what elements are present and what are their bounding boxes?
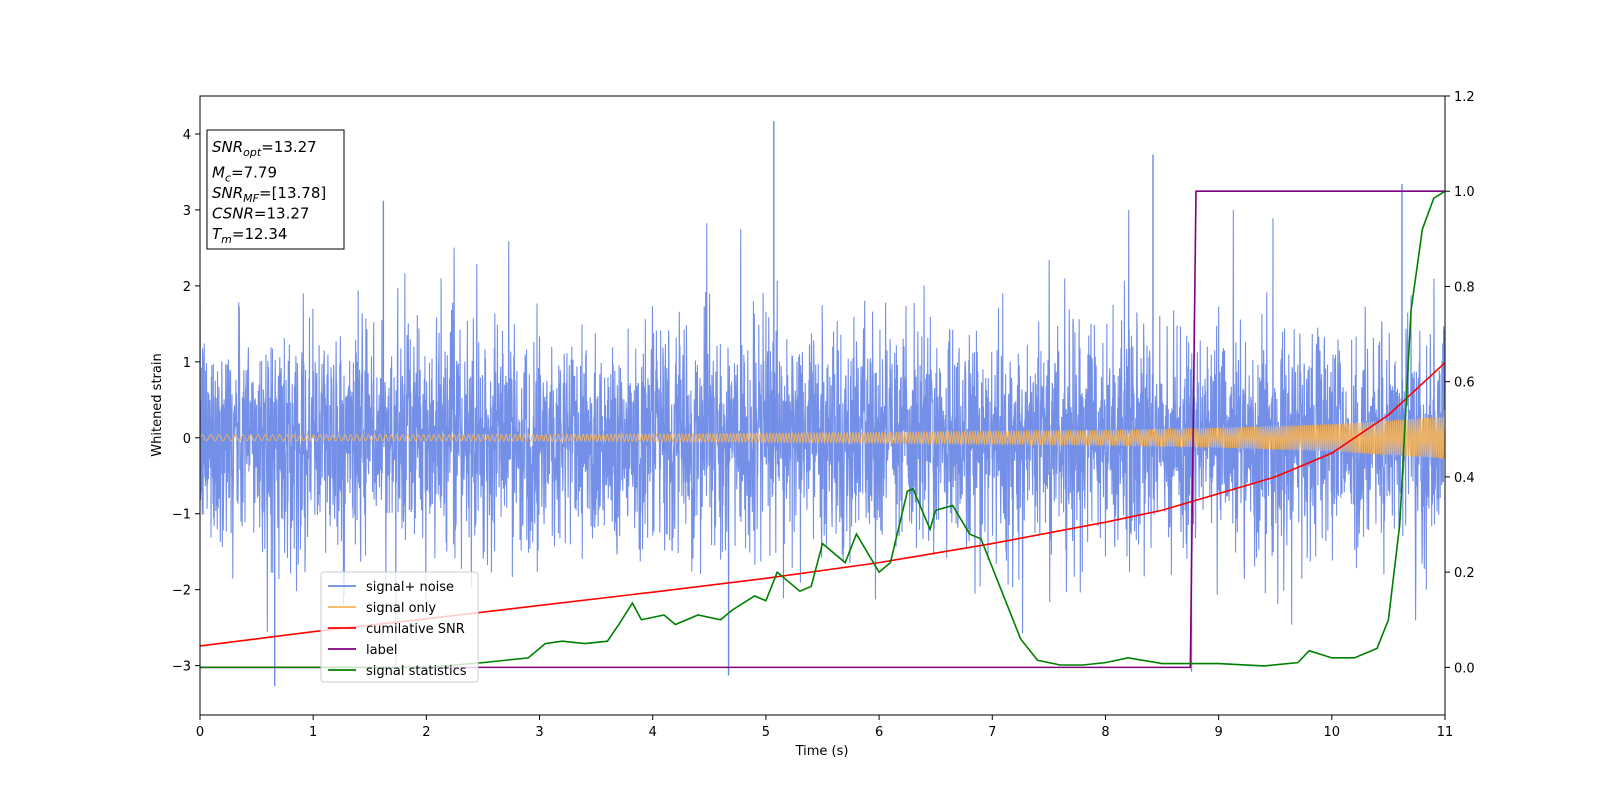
x-tick-label: 8 <box>1101 725 1109 740</box>
x-tick-label: 0 <box>196 725 204 740</box>
info-sub: opt <box>243 146 262 159</box>
x-tick-label: 4 <box>649 725 657 740</box>
info-var: SNR <box>212 184 243 202</box>
legend-frame <box>320 571 479 683</box>
info-box-line: SNRMF=[13.78] <box>212 184 326 205</box>
info-var: T <box>212 225 223 243</box>
info-value: =12.34 <box>232 225 288 243</box>
x-tick-label: 11 <box>1437 725 1454 740</box>
y-axis-left: 4 3 2 1 0 −1 −2 −3 <box>172 128 200 675</box>
y-tick-label: −1 <box>172 508 191 523</box>
legend-label: label <box>366 643 397 658</box>
y2-tick-label: 0.4 <box>1454 471 1475 486</box>
series-signal-noise-line <box>200 209 1445 666</box>
y-tick-label: 2 <box>183 280 191 295</box>
y2-tick-label: 0.8 <box>1454 280 1475 295</box>
x-tick-label: 6 <box>875 725 883 740</box>
plot-frame <box>199 95 1446 716</box>
x-tick-label: 9 <box>1214 725 1222 740</box>
info-value: =13.27 <box>254 205 310 223</box>
info-value: =[13.78] <box>259 184 326 202</box>
legend-label: cumilative SNR <box>366 622 465 637</box>
legend-label: signal statistics <box>366 664 467 679</box>
info-box-frame <box>206 129 345 250</box>
x-tick-label: 10 <box>1324 725 1341 740</box>
y2-tick-label: 0.0 <box>1454 661 1475 676</box>
x-axis-label: Time (s) <box>795 744 849 759</box>
y-tick-label: −3 <box>172 660 191 675</box>
y-axis-right: 1.2 1.0 0.8 0.6 0.4 0.2 0.0 <box>1445 90 1475 676</box>
x-tick-label: 7 <box>988 725 996 740</box>
x-tick-label: 2 <box>422 725 430 740</box>
info-var: CSNR <box>212 205 254 223</box>
legend-label: signal only <box>366 601 436 616</box>
info-box-line: SNRopt=13.27 <box>212 138 317 159</box>
y-tick-label: 3 <box>183 204 191 219</box>
info-var: SNR <box>212 138 243 156</box>
y-tick-label: 0 <box>183 432 191 447</box>
x-tick-label: 5 <box>762 725 770 740</box>
info-sub: MF <box>243 192 259 205</box>
info-box-line: CSNR=13.27 <box>212 205 309 223</box>
legend-label: signal+ noise <box>366 580 454 595</box>
x-tick-label: 1 <box>309 725 317 740</box>
info-box-line: Tm=12.34 <box>212 225 287 246</box>
x-axis: 0 1 2 3 4 5 6 7 8 9 10 11 <box>196 715 1453 740</box>
info-box-line: Mc=7.79 <box>212 164 277 185</box>
info-sub: c <box>225 172 231 185</box>
y-axis-label: Whitened strain <box>150 353 165 456</box>
info-value: =7.79 <box>231 164 277 182</box>
info-sub: m <box>221 233 232 246</box>
y-tick-label: 1 <box>183 356 191 371</box>
y-tick-label: 4 <box>183 128 191 143</box>
y2-tick-label: 0.6 <box>1454 376 1475 391</box>
info-var: M <box>212 164 225 182</box>
y2-tick-label: 0.2 <box>1454 566 1475 581</box>
x-tick-label: 3 <box>535 725 543 740</box>
series-signal-statistics-line <box>200 190 1445 669</box>
legend: signal+ noise signal only cumilative SNR la… <box>320 571 479 683</box>
info-value: =13.27 <box>261 138 317 156</box>
series-label-line <box>200 190 1445 669</box>
series-signal-only-line <box>200 417 1445 460</box>
info-box: SNRopt=13.27Mc=7.79SNRMF=[13.78]CSNR=13.… <box>206 129 345 250</box>
y2-tick-label: 1.2 <box>1454 90 1475 105</box>
y2-tick-label: 1.0 <box>1454 185 1475 200</box>
y-tick-label: −2 <box>172 584 191 599</box>
series-layer <box>200 121 1445 687</box>
